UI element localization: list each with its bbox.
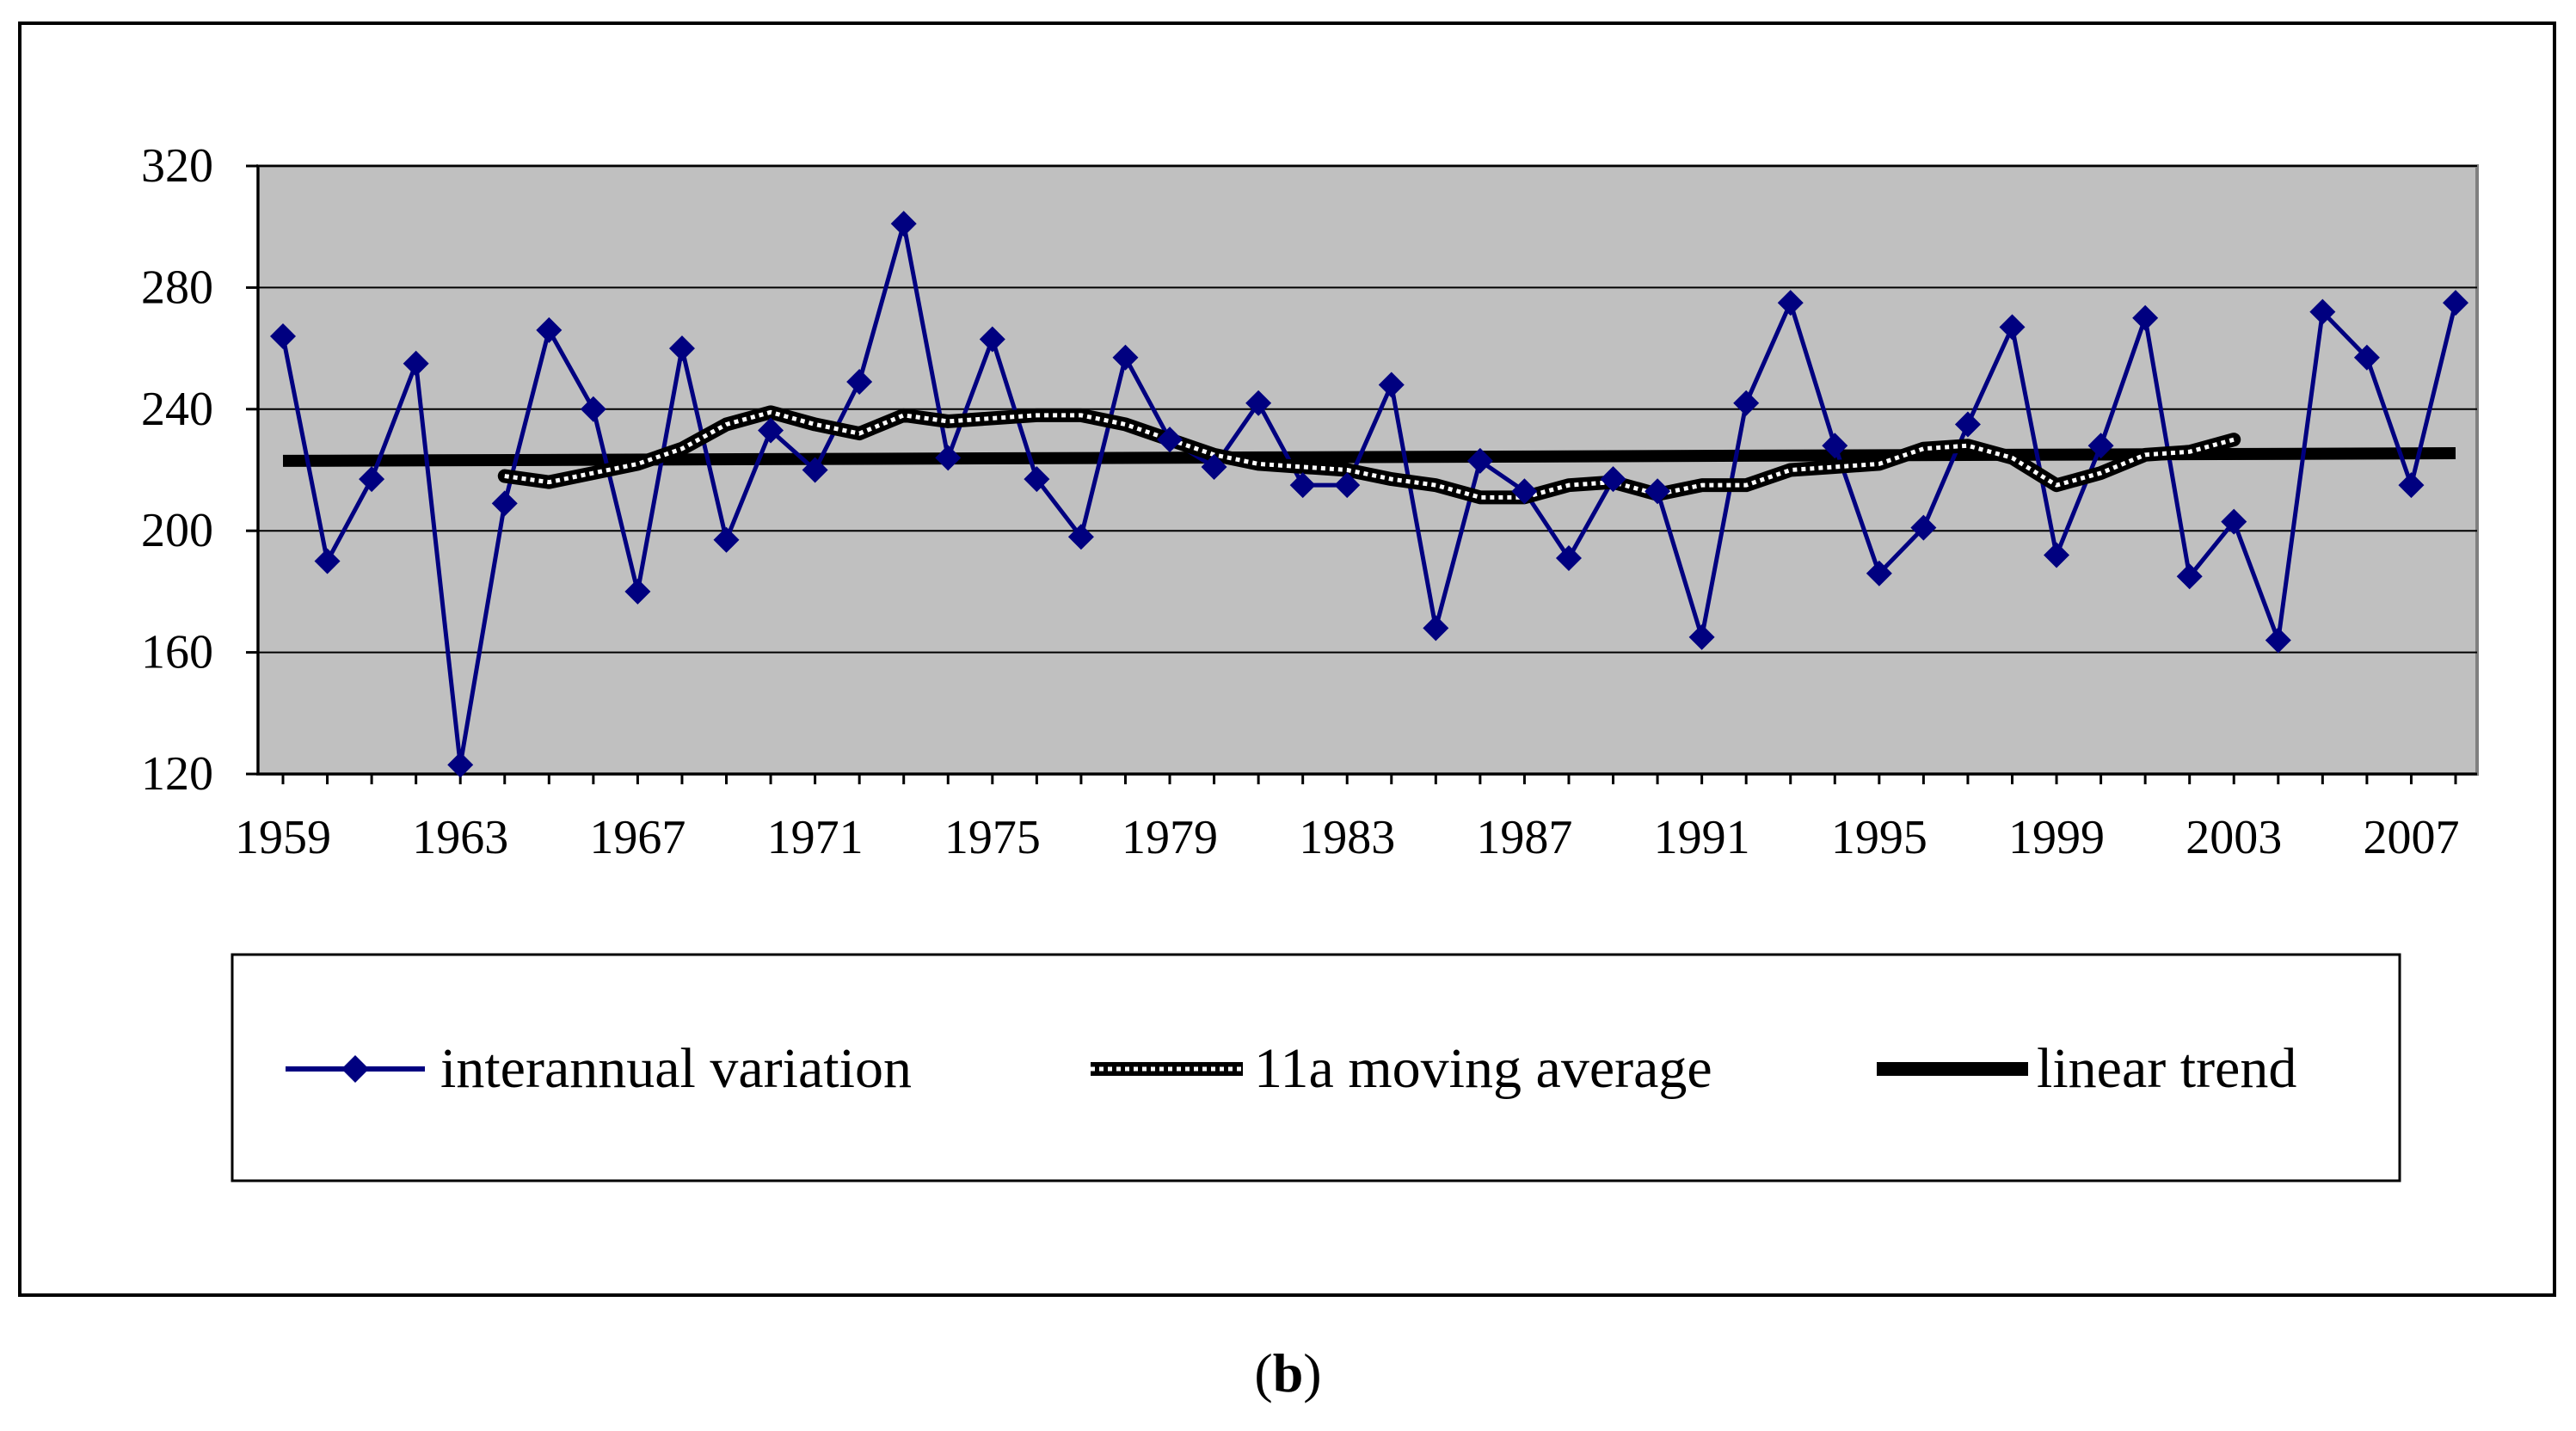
data-point-1976 <box>1024 466 1050 493</box>
y-tick-label: 160 <box>141 626 213 679</box>
data-point-2001 <box>2132 304 2159 331</box>
x-tick-labels: 1959 1963 1967 1971 1975 1979 1983 1987 1991 1995… <box>235 811 2459 864</box>
y-tick-label: 280 <box>141 261 213 314</box>
caption-label: b <box>1272 1342 1304 1403</box>
data-point-1962 <box>403 350 429 377</box>
data-point-1969 <box>713 526 740 553</box>
x-tick-label: 1999 <box>2008 811 2105 864</box>
x-tick-label: 1983 <box>1299 811 1395 864</box>
series-interannual-line <box>280 223 2458 765</box>
data-point-2002 <box>2176 563 2203 590</box>
legend: interannual variation 11a moving average… <box>231 953 2401 1182</box>
data-point-1975 <box>979 326 1005 353</box>
x-tick-label: 1971 <box>767 811 864 864</box>
data-point-1963 <box>447 752 474 778</box>
data-point-1996 <box>1910 514 1937 541</box>
y-tick-label: 120 <box>141 747 213 801</box>
data-point-1964 <box>491 490 518 517</box>
data-point-1967 <box>624 578 651 605</box>
data-point-2007 <box>2398 472 2425 499</box>
gridlines <box>258 165 2477 654</box>
data-point-2008 <box>2443 290 2468 316</box>
data-point-1965 <box>536 316 563 343</box>
data-point-1999 <box>2044 542 2070 568</box>
data-point-1992 <box>1733 390 1760 416</box>
x-tick-label: 1975 <box>944 811 1041 864</box>
data-point-1986 <box>1466 447 1493 474</box>
caption-close-paren: ) <box>1303 1342 1322 1403</box>
data-point-2005 <box>2309 298 2336 325</box>
x-tick-label: 1959 <box>235 811 331 864</box>
data-point-2004 <box>2265 627 2291 654</box>
y-tick-labels: 120 160 200 240 280 320 <box>141 139 213 801</box>
data-point-1998 <box>1999 314 2026 341</box>
data-point-2000 <box>2087 433 2114 459</box>
x-tick-label: 2003 <box>2186 811 2282 864</box>
data-point-2006 <box>2353 344 2380 371</box>
y-tick-label: 240 <box>141 383 213 436</box>
data-point-1979 <box>1157 427 1183 453</box>
data-point-1972 <box>846 368 873 395</box>
data-point-2003 <box>2221 508 2247 535</box>
data-point-1981 <box>1245 390 1272 416</box>
data-point-1987 <box>1511 478 1538 505</box>
data-point-1974 <box>935 445 962 471</box>
data-point-1983 <box>1334 472 1361 499</box>
legend-entry-linear-trend: linear trend <box>1877 1037 2296 1100</box>
x-tick-label: 1979 <box>1122 811 1218 864</box>
data-point-1988 <box>1555 545 1582 572</box>
x-tick-label: 1991 <box>1654 811 1750 864</box>
data-point-1984 <box>1378 372 1405 398</box>
data-point-1973 <box>890 211 917 237</box>
data-point-1990 <box>1645 478 1671 505</box>
legend-entry-moving-average: 11a moving average <box>1091 1037 1712 1100</box>
data-point-1968 <box>668 335 695 362</box>
x-tick-label: 1963 <box>412 811 508 864</box>
data-point-1995 <box>1866 560 1892 587</box>
x-tick-label: 1987 <box>1476 811 1572 864</box>
data-point-1961 <box>359 466 385 493</box>
data-point-1985 <box>1423 615 1449 642</box>
legend-label-moving-average: 11a moving average <box>1254 1037 1712 1100</box>
data-point-1993 <box>1777 290 1804 316</box>
data-point-1966 <box>580 396 606 422</box>
legend-label-linear-trend: linear trend <box>2037 1037 2296 1100</box>
data-point-1980 <box>1201 453 1227 480</box>
legend-swatch-interannual-marker <box>341 1055 369 1083</box>
x-tick-label: 1995 <box>1831 811 1927 864</box>
data-point-1982 <box>1289 472 1316 499</box>
x-axis <box>258 772 2477 784</box>
y-axis <box>246 164 260 776</box>
legend-entry-interannual: interannual variation <box>286 1037 912 1100</box>
y-tick-label: 320 <box>141 139 213 193</box>
caption-open-paren: ( <box>1254 1342 1273 1403</box>
y-tick-label: 200 <box>141 504 213 557</box>
series-layer <box>270 211 2468 778</box>
x-tick-label: 2007 <box>2363 811 2459 864</box>
data-point-1977 <box>1067 524 1094 550</box>
figure-caption: (b) <box>0 1342 2576 1405</box>
legend-label-interannual: interannual variation <box>440 1037 912 1100</box>
data-point-1978 <box>1112 344 1139 371</box>
data-point-1959 <box>270 322 296 349</box>
data-point-1989 <box>1600 466 1626 493</box>
data-point-1971 <box>802 457 828 483</box>
data-point-1997 <box>1954 411 1981 438</box>
data-point-1970 <box>758 417 784 444</box>
series-moving-average-dots <box>504 409 2235 500</box>
legend-box <box>231 953 2401 1182</box>
data-point-1991 <box>1688 623 1715 650</box>
data-point-1994 <box>1822 433 1848 459</box>
data-point-1960 <box>314 548 341 574</box>
x-tick-label: 1967 <box>589 811 685 864</box>
